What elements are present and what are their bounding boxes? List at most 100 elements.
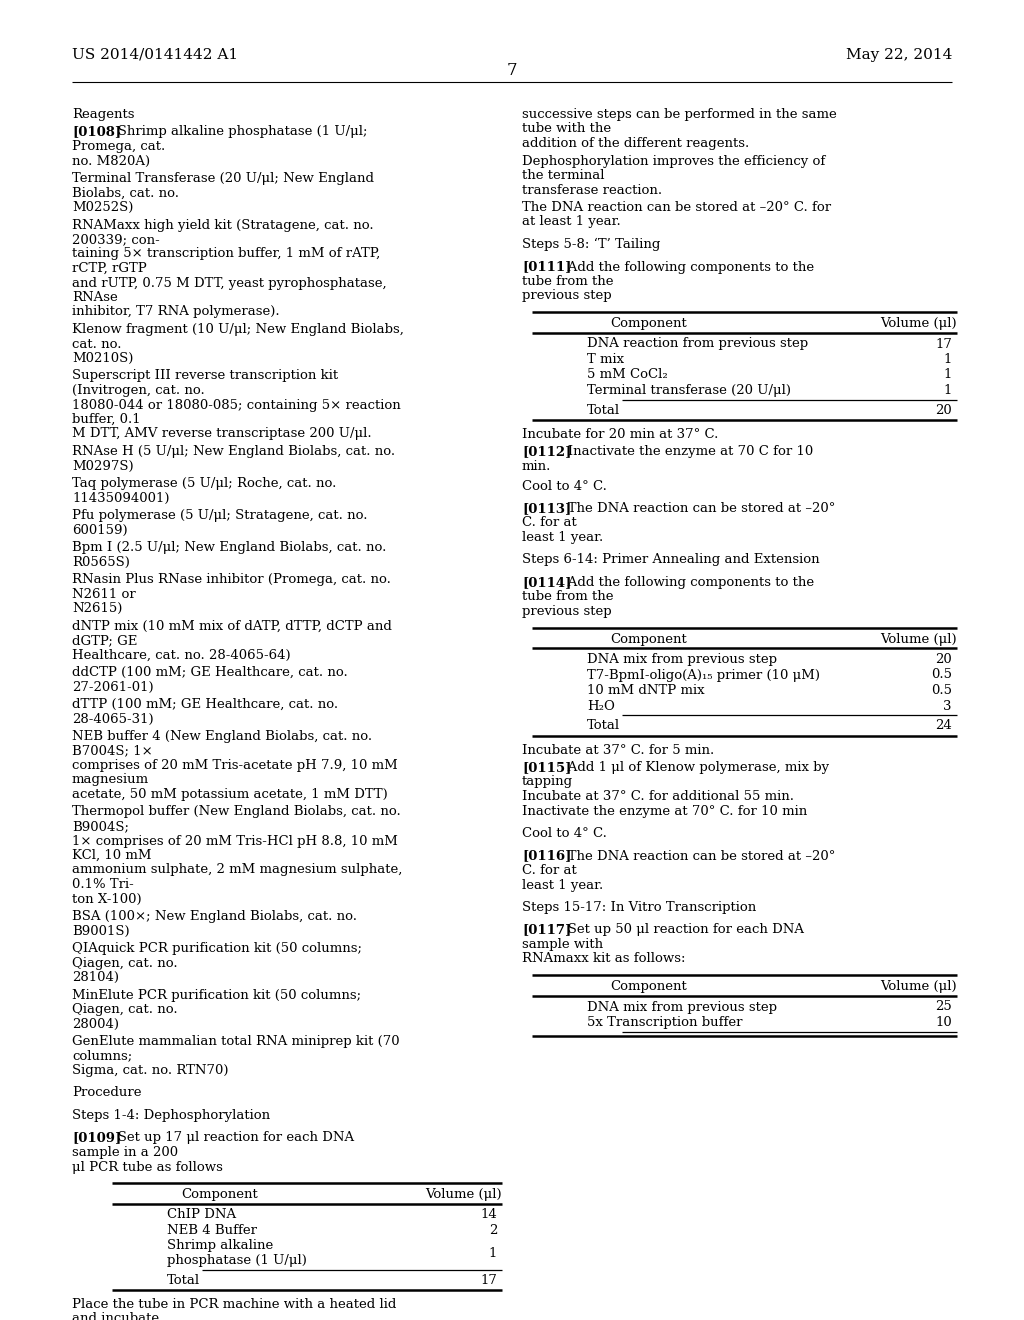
Text: 17: 17: [480, 1274, 497, 1287]
Text: 1: 1: [944, 352, 952, 366]
Text: Incubate at 37° C. for additional 55 min.: Incubate at 37° C. for additional 55 min…: [522, 789, 794, 803]
Text: KCl, 10 mM: KCl, 10 mM: [72, 849, 152, 862]
Text: Qiagen, cat. no.: Qiagen, cat. no.: [72, 957, 177, 969]
Text: Total: Total: [167, 1274, 200, 1287]
Text: tube from the: tube from the: [522, 590, 613, 603]
Text: previous step: previous step: [522, 605, 611, 618]
Text: Steps 1-4: Dephosphorylation: Steps 1-4: Dephosphorylation: [72, 1109, 270, 1122]
Text: dTTP (100 mM; GE Healthcare, cat. no.: dTTP (100 mM; GE Healthcare, cat. no.: [72, 698, 338, 711]
Text: Add 1 μl of Klenow polymerase, mix by: Add 1 μl of Klenow polymerase, mix by: [555, 762, 829, 774]
Text: [0115]: [0115]: [522, 762, 571, 774]
Text: Volume (μl): Volume (μl): [881, 632, 957, 645]
Text: 5 mM CoCl₂: 5 mM CoCl₂: [587, 368, 668, 381]
Text: Component: Component: [610, 632, 687, 645]
Text: 27-2061-01): 27-2061-01): [72, 681, 154, 693]
Text: Add the following components to the: Add the following components to the: [555, 260, 814, 273]
Text: buffer, 0.1: buffer, 0.1: [72, 413, 140, 426]
Text: US 2014/0141442 A1: US 2014/0141442 A1: [72, 48, 239, 62]
Text: Place the tube in PCR machine with a heated lid: Place the tube in PCR machine with a hea…: [72, 1298, 396, 1311]
Text: least 1 year.: least 1 year.: [522, 879, 603, 891]
Text: [0109]: [0109]: [72, 1131, 121, 1144]
Text: [0116]: [0116]: [522, 850, 571, 862]
Text: μl PCR tube as follows: μl PCR tube as follows: [72, 1160, 223, 1173]
Text: ChIP DNA: ChIP DNA: [167, 1209, 237, 1221]
Text: sample in a 200: sample in a 200: [72, 1146, 178, 1159]
Text: 11435094001): 11435094001): [72, 491, 170, 504]
Text: addition of the different reagents.: addition of the different reagents.: [522, 137, 750, 150]
Text: Cool to 4° C.: Cool to 4° C.: [522, 828, 607, 840]
Text: 1: 1: [488, 1247, 497, 1259]
Text: [0111]: [0111]: [522, 260, 571, 273]
Text: Shrimp alkaline phosphatase (1 U/μl;: Shrimp alkaline phosphatase (1 U/μl;: [105, 125, 368, 139]
Text: Inactivate the enzyme at 70° C. for 10 min: Inactivate the enzyme at 70° C. for 10 m…: [522, 804, 807, 817]
Text: Volume (μl): Volume (μl): [881, 979, 957, 993]
Text: 28004): 28004): [72, 1018, 119, 1031]
Text: 0.5: 0.5: [931, 668, 952, 681]
Text: BSA (100×; New England Biolabs, cat. no.: BSA (100×; New England Biolabs, cat. no.: [72, 909, 357, 923]
Text: 28-4065-31): 28-4065-31): [72, 713, 154, 726]
Text: C. for at: C. for at: [522, 865, 577, 876]
Text: C. for at: C. for at: [522, 516, 577, 529]
Text: 1: 1: [944, 384, 952, 397]
Text: 20: 20: [935, 404, 952, 417]
Text: B9001S): B9001S): [72, 924, 130, 937]
Text: N2611 or: N2611 or: [72, 587, 136, 601]
Text: 20: 20: [935, 653, 952, 667]
Text: 3: 3: [943, 700, 952, 713]
Text: [0113]: [0113]: [522, 502, 571, 515]
Text: 0.5: 0.5: [931, 684, 952, 697]
Text: Biolabs, cat. no.: Biolabs, cat. no.: [72, 186, 179, 199]
Text: Promega, cat.: Promega, cat.: [72, 140, 165, 153]
Text: rCTP, rGTP: rCTP, rGTP: [72, 261, 146, 275]
Text: ddCTP (100 mM; GE Healthcare, cat. no.: ddCTP (100 mM; GE Healthcare, cat. no.: [72, 667, 348, 678]
Text: Set up 17 μl reaction for each DNA: Set up 17 μl reaction for each DNA: [105, 1131, 354, 1144]
Text: 10: 10: [935, 1016, 952, 1030]
Text: Healthcare, cat. no. 28-4065-64): Healthcare, cat. no. 28-4065-64): [72, 648, 291, 661]
Text: previous step: previous step: [522, 289, 611, 302]
Text: magnesium: magnesium: [72, 774, 150, 787]
Text: The DNA reaction can be stored at –20°: The DNA reaction can be stored at –20°: [555, 502, 836, 515]
Text: [0117]: [0117]: [522, 924, 571, 936]
Text: Shrimp alkaline: Shrimp alkaline: [167, 1239, 273, 1253]
Text: RNasin Plus RNase inhibitor (Promega, cat. no.: RNasin Plus RNase inhibitor (Promega, ca…: [72, 573, 391, 586]
Text: Klenow fragment (10 U/μl; New England Biolabs,: Klenow fragment (10 U/μl; New England Bi…: [72, 323, 403, 337]
Text: Dephosphorylation improves the efficiency of: Dephosphorylation improves the efficienc…: [522, 154, 825, 168]
Text: Total: Total: [587, 404, 621, 417]
Text: sample with: sample with: [522, 939, 603, 950]
Text: 14: 14: [480, 1209, 497, 1221]
Text: Volume (μl): Volume (μl): [425, 1188, 502, 1201]
Text: and incubate: and incubate: [72, 1312, 159, 1320]
Text: DNA reaction from previous step: DNA reaction from previous step: [587, 338, 808, 351]
Text: 25: 25: [935, 1001, 952, 1014]
Text: T mix: T mix: [587, 352, 624, 366]
Text: 600159): 600159): [72, 524, 128, 536]
Text: ton X-100): ton X-100): [72, 892, 141, 906]
Text: the terminal: the terminal: [522, 169, 604, 182]
Text: DNA mix from previous step: DNA mix from previous step: [587, 1001, 777, 1014]
Text: [0114]: [0114]: [522, 576, 571, 589]
Text: Terminal Transferase (20 U/μl; New England: Terminal Transferase (20 U/μl; New Engla…: [72, 172, 374, 185]
Text: Incubate at 37° C. for 5 min.: Incubate at 37° C. for 5 min.: [522, 743, 715, 756]
Text: QIAquick PCR purification kit (50 columns;: QIAquick PCR purification kit (50 column…: [72, 942, 362, 954]
Text: tube from the: tube from the: [522, 275, 613, 288]
Text: Terminal transferase (20 U/μl): Terminal transferase (20 U/μl): [587, 384, 791, 397]
Text: Steps 6-14: Primer Annealing and Extension: Steps 6-14: Primer Annealing and Extensi…: [522, 553, 819, 566]
Text: ammonium sulphate, 2 mM magnesium sulphate,: ammonium sulphate, 2 mM magnesium sulpha…: [72, 863, 402, 876]
Text: tube with the: tube with the: [522, 123, 611, 136]
Text: comprises of 20 mM Tris-acetate pH 7.9, 10 mM: comprises of 20 mM Tris-acetate pH 7.9, …: [72, 759, 397, 772]
Text: 2: 2: [488, 1224, 497, 1237]
Text: Inactivate the enzyme at 70 C for 10: Inactivate the enzyme at 70 C for 10: [555, 446, 813, 458]
Text: 18080-044 or 18080-085; containing 5× reaction: 18080-044 or 18080-085; containing 5× re…: [72, 399, 400, 412]
Text: no. M820A): no. M820A): [72, 154, 151, 168]
Text: GenElute mammalian total RNA miniprep kit (70: GenElute mammalian total RNA miniprep ki…: [72, 1035, 399, 1048]
Text: 7: 7: [507, 62, 517, 79]
Text: Incubate for 20 min at 37° C.: Incubate for 20 min at 37° C.: [522, 428, 719, 441]
Text: 1× comprises of 20 mM Tris-HCl pH 8.8, 10 mM: 1× comprises of 20 mM Tris-HCl pH 8.8, 1…: [72, 834, 398, 847]
Text: Procedure: Procedure: [72, 1086, 141, 1100]
Text: [0112]: [0112]: [522, 446, 571, 458]
Text: successive steps can be performed in the same: successive steps can be performed in the…: [522, 108, 837, 121]
Text: Steps 15-17: In Vitro Transcription: Steps 15-17: In Vitro Transcription: [522, 902, 757, 913]
Text: least 1 year.: least 1 year.: [522, 531, 603, 544]
Text: and rUTP, 0.75 M DTT, yeast pyrophosphatase,: and rUTP, 0.75 M DTT, yeast pyrophosphat…: [72, 276, 387, 289]
Text: Superscript III reverse transcription kit: Superscript III reverse transcription ki…: [72, 370, 338, 383]
